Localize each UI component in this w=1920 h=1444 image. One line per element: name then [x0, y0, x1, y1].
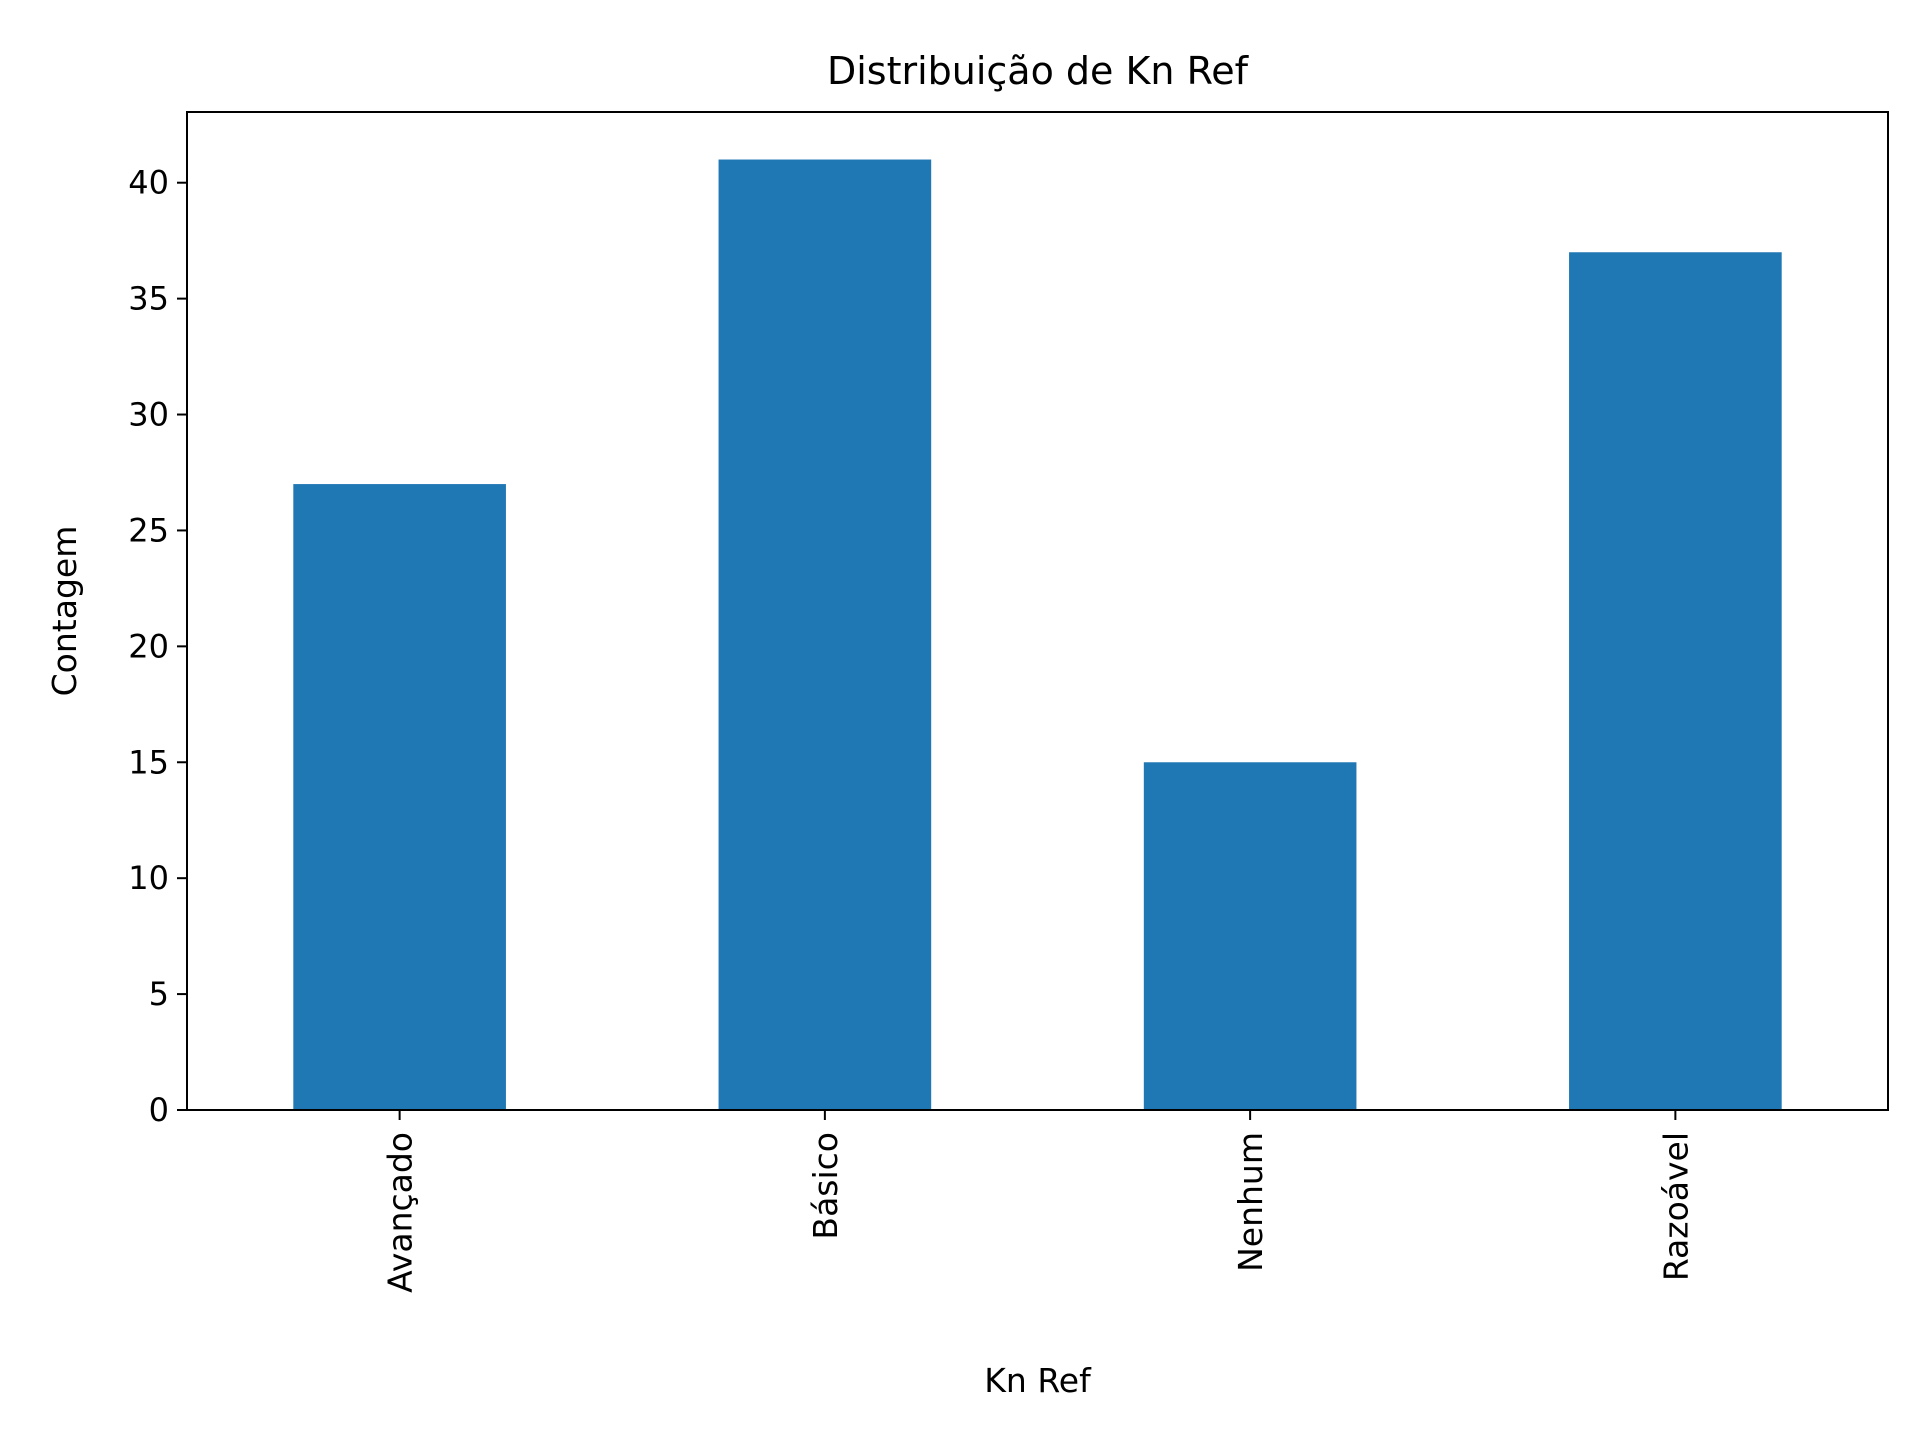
x-axis-ticks: Avançado Básico Nenhum Razoável: [381, 1110, 1695, 1293]
bar-razoável: [1569, 252, 1782, 1111]
y-tick-label: 35: [128, 280, 169, 318]
bar-básico: [718, 159, 932, 1110]
bar-nenhum: [1143, 762, 1357, 1110]
y-tick-label: 10: [128, 859, 169, 897]
y-tick-label: 20: [128, 627, 169, 665]
x-tick-label: Razoável: [1656, 1132, 1695, 1281]
x-tick-label: Nenhum: [1231, 1132, 1270, 1272]
y-tick-label: 5: [149, 975, 169, 1013]
y-axis-label: Contagem: [45, 526, 84, 697]
y-tick-label: 0: [149, 1091, 169, 1129]
bars-group: [293, 159, 1782, 1111]
plot-frame: [186, 111, 1889, 1111]
x-tick-label: Básico: [806, 1132, 845, 1240]
y-axis-ticks: 0 5 10 15 20 25 30 35 40: [128, 164, 187, 1129]
y-tick-label: 40: [128, 164, 169, 202]
chart-title: Distribuição de Kn Ref: [827, 49, 1250, 93]
bar-avançado: [293, 484, 506, 1110]
x-tick-label: Avançado: [381, 1132, 420, 1293]
x-axis-label: Kn Ref: [984, 1361, 1092, 1400]
y-tick-label: 25: [128, 511, 169, 549]
y-tick-label: 15: [128, 743, 169, 781]
y-tick-label: 30: [128, 396, 169, 434]
